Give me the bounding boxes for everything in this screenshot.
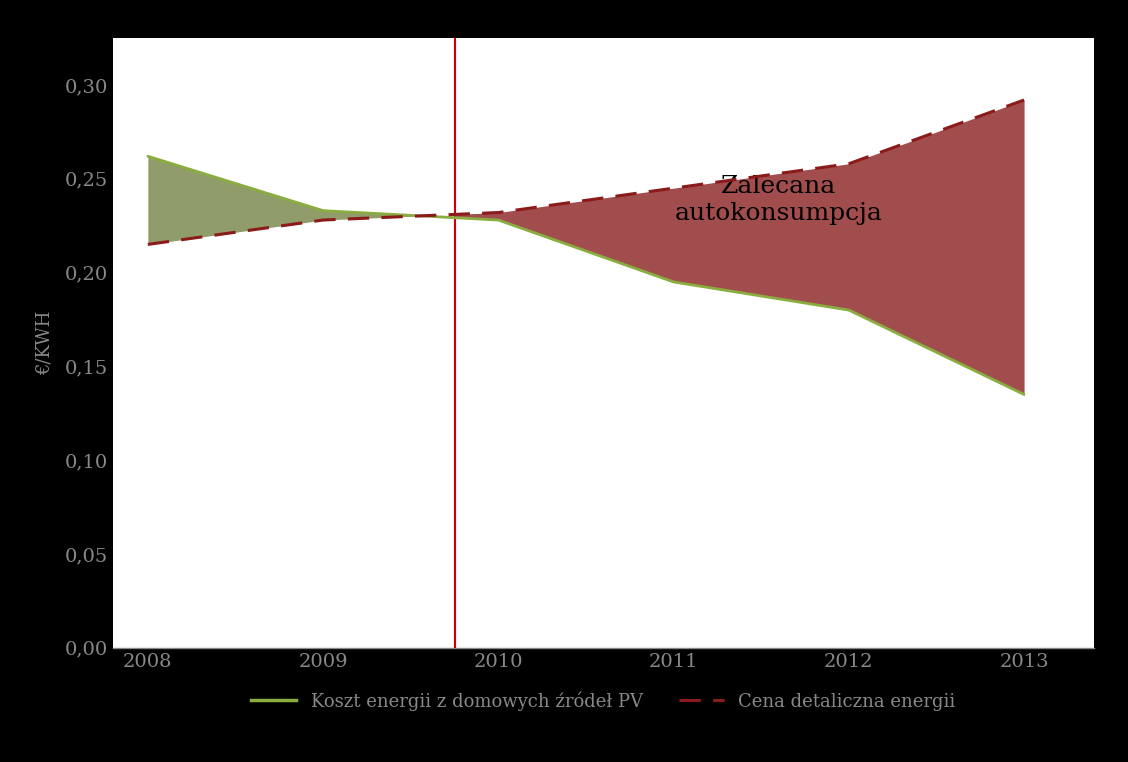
Text: Zalecana
autokonsumpcja: Zalecana autokonsumpcja: [675, 175, 883, 225]
Legend: Koszt energii z domowych źródeł PV, Cena detaliczna energii: Koszt energii z domowych źródeł PV, Cena…: [244, 684, 963, 718]
Y-axis label: €/KWH: €/KWH: [35, 311, 53, 375]
